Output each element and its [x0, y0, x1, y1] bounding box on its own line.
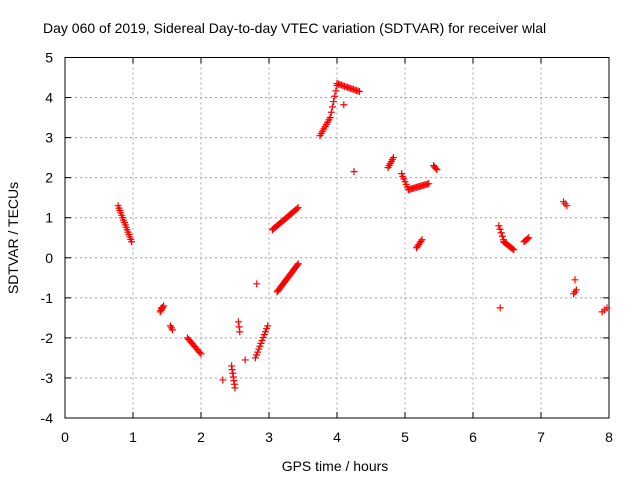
data-point: [330, 98, 338, 106]
data-point: [235, 323, 243, 331]
y-tick-label: -1: [41, 290, 54, 306]
plot-frame: [64, 57, 610, 419]
data-point: [433, 166, 441, 174]
data-point: [332, 87, 340, 95]
y-tick-label: -3: [41, 370, 54, 386]
y-tick-label: 2: [45, 170, 53, 186]
data-point: [234, 318, 242, 326]
y-tick-label: -4: [41, 410, 54, 426]
data-point: [219, 376, 227, 384]
data-point: [525, 234, 533, 242]
y-axis-label: SDTVAR / TECUs: [5, 182, 21, 294]
data-point: [231, 384, 239, 392]
data-point: [418, 236, 426, 244]
x-tick-label: 1: [129, 429, 137, 445]
data-point: [417, 237, 425, 245]
data-point: [350, 168, 358, 176]
x-tick-label: 0: [61, 429, 69, 445]
data-point: [571, 276, 579, 284]
data-point: [572, 286, 580, 294]
x-tick-label: 4: [333, 429, 341, 445]
data-point: [327, 108, 335, 116]
x-tick-label: 3: [265, 429, 273, 445]
data-point: [563, 202, 571, 210]
x-tick-label: 7: [537, 429, 545, 445]
y-tick-label: 0: [45, 250, 53, 266]
data-point: [425, 180, 433, 188]
data-point: [196, 348, 204, 356]
data-point: [326, 114, 334, 122]
data-point: [497, 229, 505, 237]
data-point: [253, 280, 261, 288]
data-point: [498, 232, 506, 240]
data-point: [331, 92, 339, 100]
data-point: [294, 204, 302, 212]
chart-title: Day 060 of 2019, Sidereal Day-to-day VTE…: [43, 20, 546, 36]
y-tick-labels: -4 -3 -2 -1 0 1 2 3 4 5: [41, 50, 54, 427]
y-tick-label: 1: [45, 210, 53, 226]
data-point: [509, 245, 517, 253]
data-point: [432, 164, 440, 172]
grid: [65, 57, 609, 418]
data-point: [510, 246, 518, 254]
data-point: [236, 328, 244, 336]
data-point: [389, 154, 397, 162]
data-point: [524, 235, 532, 243]
data-point: [241, 356, 249, 364]
data-point: [293, 205, 301, 213]
data-points: [114, 80, 611, 392]
data-point: [197, 350, 205, 358]
data-point: [156, 308, 164, 316]
x-tick-label: 6: [469, 429, 477, 445]
x-tick-label: 5: [401, 429, 409, 445]
data-point: [293, 261, 301, 269]
data-point: [495, 222, 503, 230]
data-point: [128, 238, 136, 246]
data-point: [328, 103, 336, 111]
y-tick-label: 3: [45, 130, 53, 146]
x-axis-label: GPS time / hours: [282, 458, 389, 474]
data-point: [294, 260, 302, 268]
x-tick-label: 8: [605, 429, 613, 445]
data-point: [158, 304, 166, 312]
data-point: [340, 101, 348, 109]
data-point: [496, 225, 504, 233]
y-tick-label: 5: [45, 50, 53, 66]
y-tick-label: -2: [41, 330, 54, 346]
data-point: [355, 88, 363, 96]
x-tick-labels: 0 1 2 3 4 5 6 7 8: [61, 429, 613, 445]
data-point: [496, 304, 504, 312]
data-point: [264, 322, 272, 330]
y-tick-label: 4: [45, 90, 53, 106]
data-point: [603, 304, 611, 312]
x-tick-label: 2: [197, 429, 205, 445]
data-point: [168, 326, 176, 334]
